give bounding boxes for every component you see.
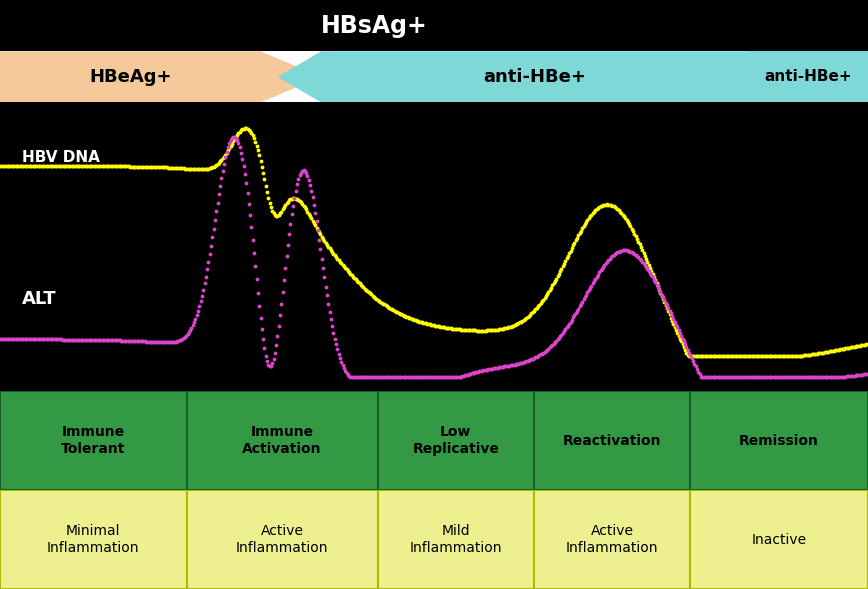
Text: HBsAg-: HBsAg- [768, 16, 848, 35]
Text: HBsAg+: HBsAg+ [321, 14, 427, 38]
Polygon shape [278, 51, 748, 102]
Text: Immune
Tolerant: Immune Tolerant [61, 425, 126, 456]
Text: Active
Inflammation: Active Inflammation [236, 524, 328, 555]
Bar [0, 490, 187, 589]
Text: Minimal
Inflammation: Minimal Inflammation [47, 524, 140, 555]
Text: Inactive: Inactive [752, 532, 806, 547]
Text: HBeAg+: HBeAg+ [89, 68, 172, 86]
Text: Reactivation: Reactivation [562, 434, 661, 448]
Text: Remission: Remission [739, 434, 819, 448]
Text: Active
Inflammation: Active Inflammation [566, 524, 658, 555]
Text: Low
Replicative: Low Replicative [412, 425, 499, 456]
Polygon shape [0, 51, 321, 102]
Bar [0, 391, 187, 490]
Bar [378, 391, 534, 490]
Bar [534, 391, 690, 490]
Bar [690, 490, 868, 589]
Text: Mild
Inflammation: Mild Inflammation [410, 524, 502, 555]
Text: ALT: ALT [22, 290, 56, 307]
Bar [690, 391, 868, 490]
Text: anti-HBe+: anti-HBe+ [765, 70, 852, 84]
Bar [187, 391, 378, 490]
Text: Immune
Activation: Immune Activation [242, 425, 322, 456]
Text: anti-HBe+: anti-HBe+ [483, 68, 586, 86]
Bar [378, 490, 534, 589]
Bar [748, 51, 868, 102]
Bar [187, 490, 378, 589]
Bar [534, 490, 690, 589]
Text: HBV DNA: HBV DNA [22, 150, 100, 165]
